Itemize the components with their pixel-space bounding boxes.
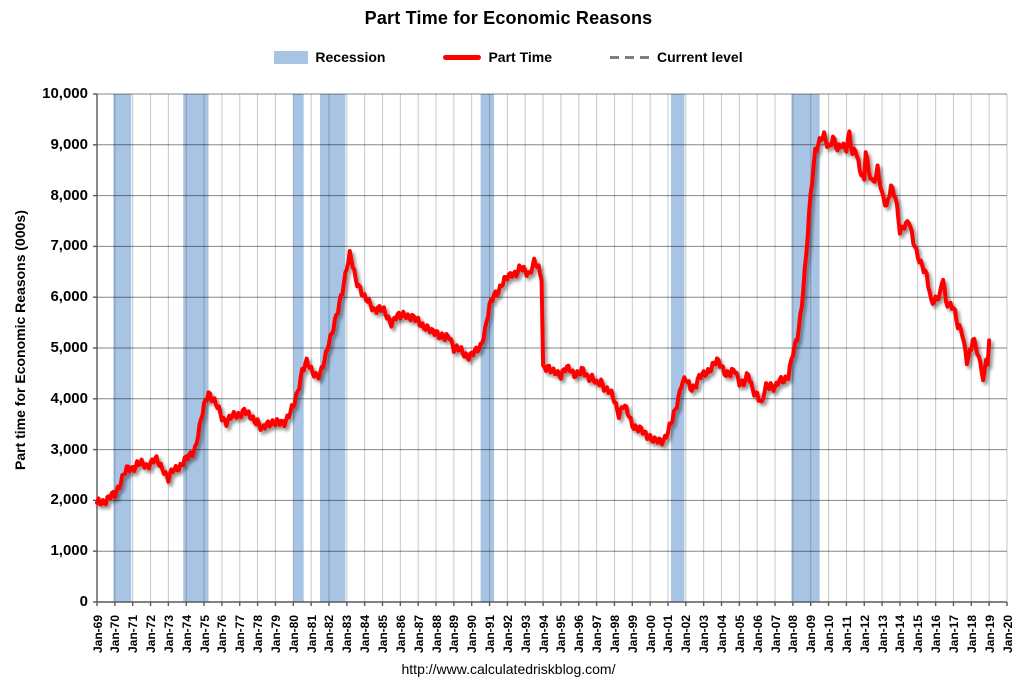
- x-tick-label: Jan-97: [590, 614, 605, 653]
- recession-band: [183, 94, 209, 602]
- page-title: Part Time for Economic Reasons: [364, 8, 653, 28]
- x-tick-label: Jan-03: [697, 614, 712, 653]
- x-tick-label: Jan-78: [251, 614, 266, 653]
- y-tick-label: 5,000: [50, 339, 88, 356]
- x-tick-label: Jan-06: [750, 614, 765, 653]
- x-tick-label: Jan-69: [90, 614, 105, 653]
- y-tick-label: 2,000: [50, 491, 88, 509]
- x-tick-label: Jan-93: [518, 614, 533, 653]
- x-tick-label: Jan-74: [179, 614, 194, 653]
- legend-item-part-time: Part Time: [443, 49, 552, 65]
- x-tick-label: Jan-91: [483, 614, 498, 653]
- recession-band: [670, 94, 685, 602]
- x-tick-label: Jan-15: [911, 614, 926, 653]
- axes: [93, 93, 1008, 606]
- x-tick-label: Jan-12: [857, 614, 872, 653]
- x-tick-label: Jan-11: [839, 615, 854, 653]
- source-url: http://www.calculatedriskblog.com/: [401, 661, 616, 677]
- y-tick-label: 6,000: [50, 288, 88, 306]
- part-time-line: [95, 129, 992, 507]
- y-tick-label: 0: [79, 593, 88, 610]
- x-tick-label: Jan-16: [929, 614, 944, 653]
- x-tick-label: Jan-87: [411, 614, 426, 653]
- y-tick-label: 10,000: [42, 85, 88, 102]
- y-tick-label: 1,000: [50, 542, 88, 560]
- x-tick-label: Jan-83: [340, 614, 355, 653]
- legend-item-recession: Recession: [274, 49, 385, 65]
- recession-bands: [113, 94, 820, 602]
- x-tick-label: Jan-09: [804, 614, 819, 653]
- x-tick-label: Jan-81: [304, 614, 319, 653]
- x-tick-label: Jan-13: [875, 614, 890, 653]
- legend-item-current-level: Current level: [610, 49, 743, 65]
- x-tick-label: Jan-05: [732, 614, 747, 653]
- x-tick-label: Jan-86: [393, 614, 408, 653]
- x-tick-label: Jan-01: [661, 614, 676, 653]
- x-tick-label: Jan-82: [322, 614, 337, 653]
- x-tick-label: Jan-07: [768, 614, 783, 653]
- recession-swatch-icon: [274, 50, 309, 64]
- legend-label-current-level: Current level: [657, 49, 743, 65]
- y-tick-label: 9,000: [50, 135, 88, 153]
- y-tick-label: 8,000: [50, 186, 88, 204]
- x-tick-label: Jan-99: [625, 614, 640, 653]
- x-tick-label: Jan-20: [1000, 614, 1015, 653]
- x-tick-label: Jan-08: [786, 614, 801, 653]
- y-tick-label: 7,000: [50, 237, 88, 255]
- recession-band: [293, 94, 304, 602]
- x-tick-label: Jan-02: [679, 614, 694, 653]
- horizontal-gridlines: [97, 93, 1007, 552]
- x-tick-label: Jan-79: [268, 614, 283, 653]
- x-tick-label: Jan-88: [429, 614, 444, 653]
- recession-band: [320, 94, 346, 602]
- y-tick-label: 3,000: [50, 440, 88, 458]
- x-tick-label: Jan-75: [197, 614, 212, 653]
- legend-label-recession: Recession: [315, 49, 386, 65]
- x-tick-label: Jan-17: [946, 614, 961, 653]
- legend-label-part-time: Part Time: [488, 49, 552, 65]
- x-tick-label: Jan-18: [964, 614, 979, 653]
- x-tick-label: Jan-73: [161, 614, 176, 653]
- x-tick-label: Jan-14: [893, 614, 908, 653]
- x-tick-label: Jan-19: [982, 614, 997, 653]
- y-tick-label: 4,000: [50, 389, 88, 407]
- x-tick-label: Jan-98: [607, 614, 622, 653]
- x-tick-label: Jan-84: [358, 614, 373, 653]
- recession-band: [480, 94, 495, 602]
- x-tick-label: Jan-94: [536, 614, 551, 653]
- legend: Recession Part Time Current level: [0, 49, 1017, 65]
- x-tick-label: Jan-04: [715, 614, 729, 653]
- x-tick-label: Jan-95: [554, 614, 569, 653]
- x-tick-label: Jan-00: [643, 614, 658, 653]
- x-tick-label: Jan-77: [233, 614, 248, 653]
- x-tick-label: Jan-90: [465, 614, 480, 653]
- x-tick-label: Jan-96: [572, 614, 587, 653]
- x-tick-label: Jan-76: [215, 614, 230, 653]
- current-level-swatch-icon: [610, 55, 650, 59]
- x-tick-label: Jan-80: [286, 614, 301, 653]
- x-tick-label: Jan-72: [144, 614, 159, 653]
- vertical-gridlines: [114, 94, 1008, 602]
- part-time-swatch-icon: [443, 54, 482, 60]
- x-tick-label: Jan-89: [447, 614, 462, 653]
- x-tick-label: Jan-71: [126, 614, 141, 653]
- x-tick-label: Jan-85: [375, 614, 390, 653]
- x-tick-label: Jan-92: [500, 614, 515, 653]
- x-tick-label: Jan-70: [108, 614, 123, 653]
- x-tick-label: Jan-10: [822, 614, 837, 653]
